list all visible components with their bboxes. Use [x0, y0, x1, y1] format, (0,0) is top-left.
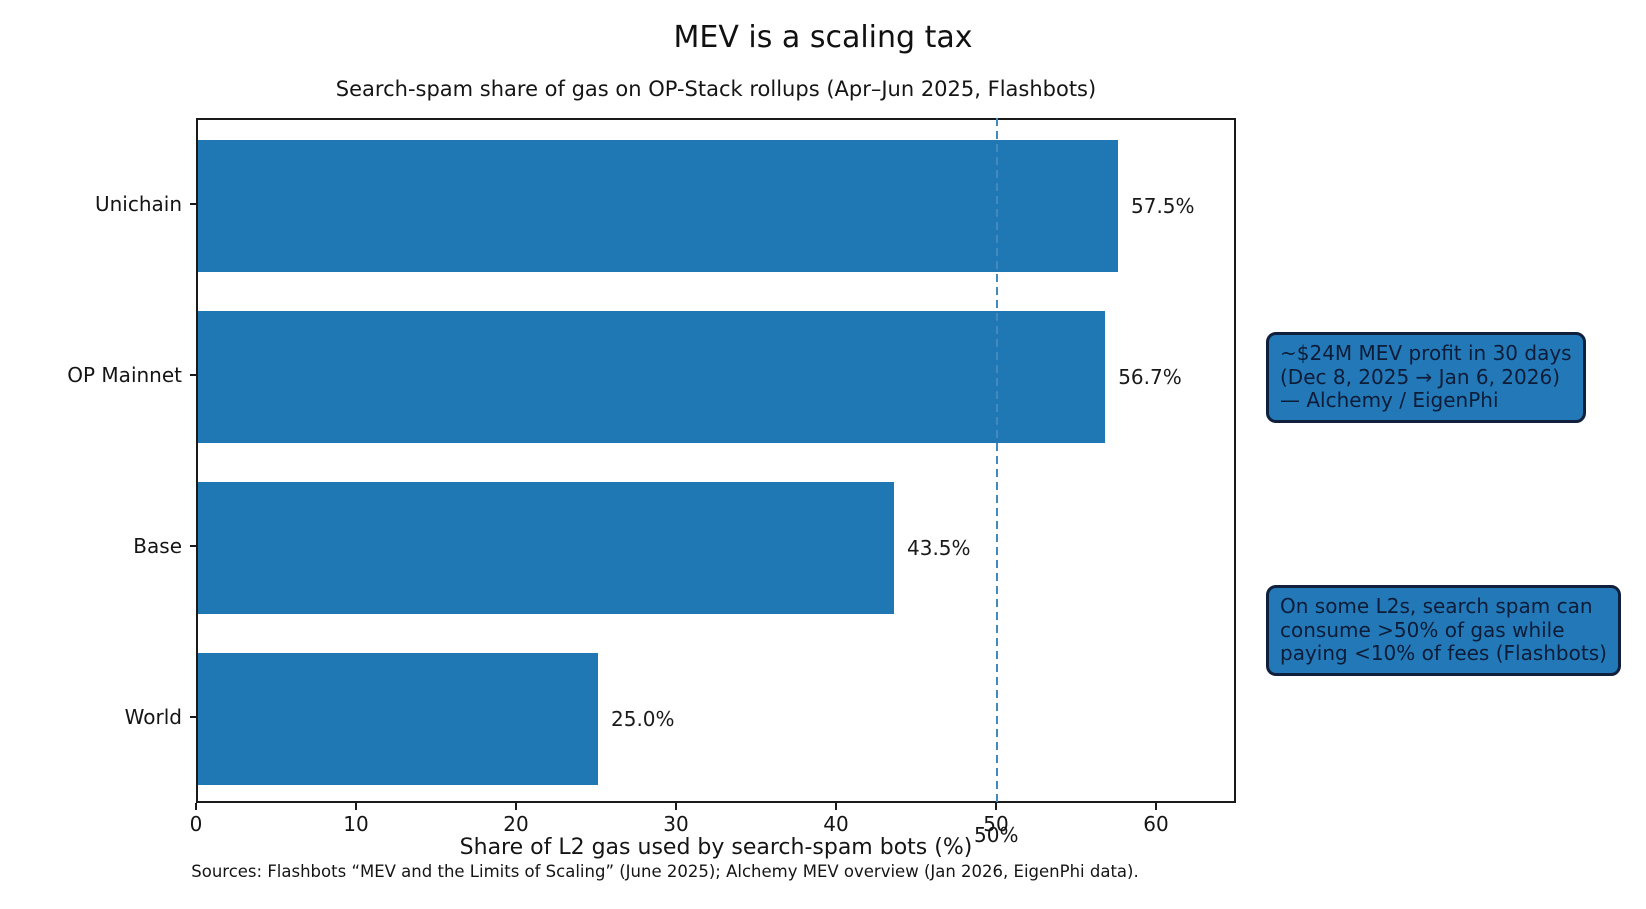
source-note: Sources: Flashbots “MEV and the Limits o… — [191, 862, 1139, 881]
bar-base — [198, 482, 894, 615]
bar-unichain — [198, 139, 1118, 272]
x-tick-mark — [995, 803, 997, 810]
x-axis: 0 10 20 30 40 50 60 — [190, 803, 1236, 848]
x-tick-mark — [515, 803, 517, 810]
y-tick-label-unichain: Unichain — [94, 191, 182, 216]
x-tick-mark — [355, 803, 357, 810]
y-tick-mark — [190, 202, 196, 205]
y-tick-label-op-mainnet: OP Mainnet — [67, 362, 182, 387]
annotation-spam-gas: On some L2s, search spam can consume >50%… — [1266, 585, 1621, 676]
x-axis-label: Share of L2 gas used by search-spam bots… — [459, 835, 973, 860]
x-tick-mark — [675, 803, 677, 810]
plot-area: 57.5% 56.7% 43.5% 25.0% — [196, 118, 1236, 803]
x-tick-label-50: 50 — [983, 812, 1009, 836]
annotation-line: On some L2s, search spam can — [1280, 594, 1593, 618]
bar-world — [198, 653, 598, 786]
value-label-unichain: 57.5% — [1131, 193, 1195, 218]
annotation-line: ~$24M MEV profit in 30 days — [1280, 341, 1572, 365]
x-tick-label-40: 40 — [823, 812, 849, 836]
x-tick-label-10: 10 — [343, 812, 369, 836]
y-tick-mark — [190, 545, 196, 548]
annotation-line: — Alchemy / EigenPhi — [1280, 388, 1499, 412]
value-label-op-mainnet: 56.7% — [1118, 364, 1182, 389]
y-tick-label-base: Base — [133, 534, 182, 559]
y-axis: Unichain OP Mainnet Base World — [0, 118, 196, 803]
x-tick-mark — [835, 803, 837, 810]
x-tick-label-30: 30 — [663, 812, 689, 836]
x-tick-label-0: 0 — [189, 812, 203, 836]
x-tick-mark — [1155, 803, 1157, 810]
value-label-base: 43.5% — [907, 536, 971, 561]
annotation-line: paying <10% of fees (Flashbots) — [1280, 641, 1607, 665]
y-tick-label-world: World — [124, 705, 182, 730]
annotation-mev-profit: ~$24M MEV profit in 30 days (Dec 8, 2025 … — [1266, 332, 1586, 423]
reference-line-50pct — [996, 118, 998, 803]
y-tick-mark — [190, 373, 196, 376]
value-label-world: 25.0% — [611, 707, 675, 732]
annotation-line: consume >50% of gas while — [1280, 617, 1565, 642]
x-tick-label-60: 60 — [1143, 812, 1169, 836]
reference-line-label: 50% — [974, 823, 1019, 847]
y-tick-mark — [190, 716, 196, 719]
bar-op-mainnet — [198, 310, 1106, 443]
chart-subtitle: Search-spam share of gas on OP-Stack rol… — [335, 77, 1097, 101]
x-tick-mark — [195, 803, 197, 810]
x-tick-label-20: 20 — [503, 812, 529, 836]
chart-title: MEV is a scaling tax — [673, 20, 973, 55]
annotation-line: (Dec 8, 2025 → Jan 6, 2026) — [1280, 364, 1560, 389]
